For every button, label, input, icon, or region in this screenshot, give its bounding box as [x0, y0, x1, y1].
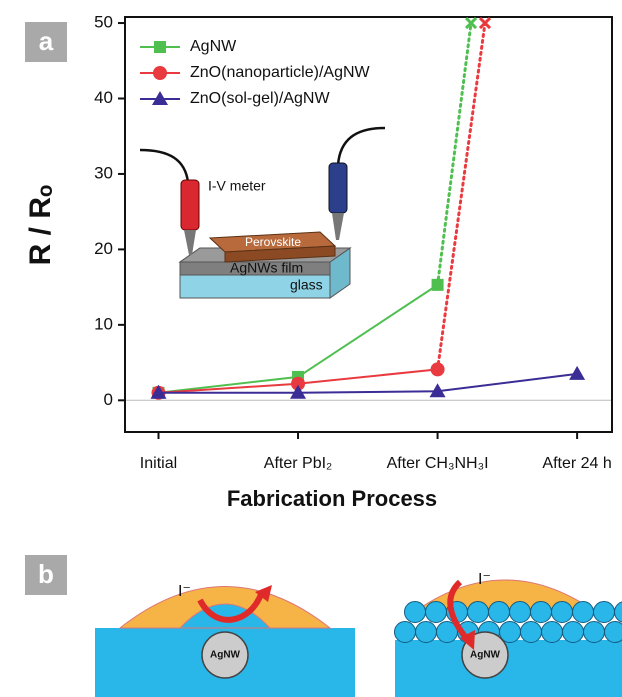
legend-marker: [152, 91, 168, 105]
particle: [394, 621, 416, 643]
diagram: I⁻ AgNW I⁻ AgNW: [95, 571, 622, 697]
marker: [429, 383, 446, 398]
breakdown-line: [436, 21, 487, 371]
marker: [290, 384, 307, 399]
y-tick-label: 0: [104, 390, 113, 409]
inset-label: Perovskite: [245, 235, 301, 249]
legend-label: ZnO(nanoparticle)/AgNW: [190, 64, 371, 81]
breakdown-line: [436, 21, 473, 287]
inset-label: I-V meter: [208, 178, 266, 194]
particle: [541, 621, 563, 643]
marker: [150, 384, 167, 399]
ion-label: I⁻: [178, 583, 191, 600]
particle: [467, 601, 489, 623]
panel-label: a: [39, 26, 54, 56]
x-axis-label: Fabrication Process: [227, 486, 437, 511]
marker: [291, 376, 306, 391]
inset-label: AgNWs film: [230, 260, 303, 276]
wire-label: AgNW: [210, 650, 241, 661]
wire-label: AgNW: [470, 650, 501, 661]
particle: [593, 601, 615, 623]
particle: [530, 601, 552, 623]
particle: [583, 621, 605, 643]
marker: [569, 365, 586, 380]
marker: [478, 16, 492, 30]
legend-label: ZnO(sol-gel)/AgNW: [190, 90, 330, 107]
legend-marker: [154, 41, 166, 53]
panel-label-box: [25, 22, 67, 62]
x-tick-label: After 24 h: [542, 455, 611, 472]
x-tick-label: After PbI₂: [264, 455, 332, 472]
y-axis-label: R / Rₒ: [24, 185, 57, 266]
particle: [415, 621, 437, 643]
plot: 0 10 20 30 40 50 Initial After PbI₂ After CH₃NH₃…: [94, 13, 613, 472]
axes-frame: [124, 16, 613, 433]
panel-label: b: [38, 559, 54, 589]
particle: [604, 621, 622, 643]
x-tick-label: Initial: [140, 455, 177, 472]
marker: [465, 16, 478, 30]
particle: [488, 601, 510, 623]
particle: [404, 601, 426, 623]
y-tick-label: 30: [94, 163, 113, 182]
y-tick-label: 20: [94, 239, 113, 258]
particle: [509, 601, 531, 623]
y-tick-label: 10: [94, 314, 113, 333]
y-tick-label: 40: [94, 88, 113, 107]
series-line: [158, 372, 578, 394]
marker: [431, 278, 444, 291]
particle: [562, 621, 584, 643]
particle: [614, 601, 622, 623]
legend-marker: [153, 66, 167, 80]
panel-label-box: [25, 555, 67, 595]
particle: [520, 621, 542, 643]
inset: I-V meter Perovskite AgNWs film glass: [139, 126, 386, 299]
particle: [551, 601, 573, 623]
inset-label: glass: [290, 277, 323, 293]
y-tick-label: 50: [94, 13, 113, 32]
particle: [425, 601, 447, 623]
particle: [572, 601, 594, 623]
marker: [430, 362, 445, 377]
x-tick-label: After CH₃NH₃I: [387, 455, 489, 472]
legend-label: AgNW: [190, 38, 237, 55]
ion-label: I⁻: [478, 571, 491, 588]
